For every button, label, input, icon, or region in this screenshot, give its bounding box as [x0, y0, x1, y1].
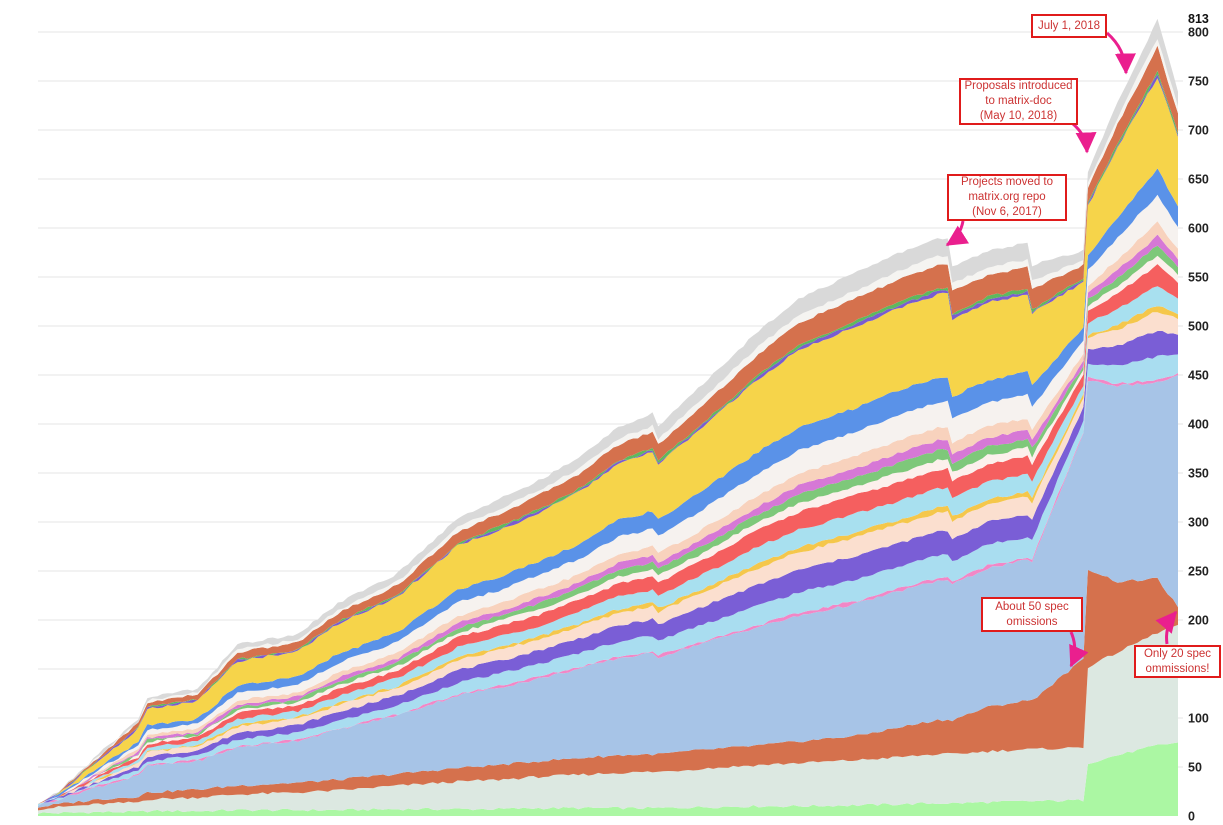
annotation-about-50-spec-omissions: About 50 spec omissions — [981, 597, 1083, 632]
annotation-arrow-about-50-spec-omissions — [1069, 631, 1089, 668]
y-tick-800: 800 — [1188, 26, 1209, 40]
y-tick-350: 350 — [1188, 467, 1209, 481]
annotation-projects-moved: Projects moved to matrix.org repo (Nov 6… — [947, 174, 1067, 221]
annotation-only-20-spec-ommissions: Only 20 spec ommissions! — [1134, 645, 1221, 678]
y-tick-200: 200 — [1188, 614, 1209, 628]
series-peach-band — [38, 312, 1178, 804]
y-tick-300: 300 — [1188, 516, 1209, 530]
annotation-arrow-projects-moved — [945, 220, 970, 247]
annotation-proposals-introduced: Proposals introduced to matrix-doc (May … — [959, 78, 1078, 125]
annotation-arrow-proposals-introduced — [1072, 122, 1097, 154]
series-pale-green-bottom — [38, 742, 1178, 816]
y-tick-750: 750 — [1188, 75, 1209, 89]
annotation-text: Only 20 spec ommissions! — [1143, 647, 1212, 675]
y-tick-600: 600 — [1188, 222, 1209, 236]
series-terracotta-low — [38, 569, 1178, 811]
annotation-arrow-july-1-2018 — [1106, 31, 1136, 75]
y-tick-650: 650 — [1188, 173, 1209, 187]
y-tick-0: 0 — [1188, 810, 1195, 824]
annotation-july-1-2018: July 1, 2018 — [1031, 14, 1107, 38]
y-tick-550: 550 — [1188, 271, 1209, 285]
annotation-text: Proposals introduced to matrix-doc (May … — [964, 80, 1073, 122]
y-tick-250: 250 — [1188, 565, 1209, 579]
annotation-arrow-only-20-spec-ommissions — [1155, 610, 1178, 645]
annotation-text: About 50 spec omissions — [995, 600, 1069, 628]
y-tick-700: 700 — [1188, 124, 1209, 138]
y-tick-500: 500 — [1188, 320, 1209, 334]
series-pale-grey-low — [38, 624, 1178, 814]
y-tick-400: 400 — [1188, 418, 1209, 432]
y-total-label: 813 — [1188, 12, 1209, 26]
y-tick-450: 450 — [1188, 369, 1209, 383]
y-tick-100: 100 — [1188, 712, 1209, 726]
annotation-text: Projects moved to matrix.org repo (Nov 6… — [960, 176, 1054, 218]
series-steel-blue-main — [38, 375, 1178, 808]
annotation-text: July 1, 2018 — [1037, 19, 1100, 32]
y-tick-50: 50 — [1188, 761, 1202, 775]
